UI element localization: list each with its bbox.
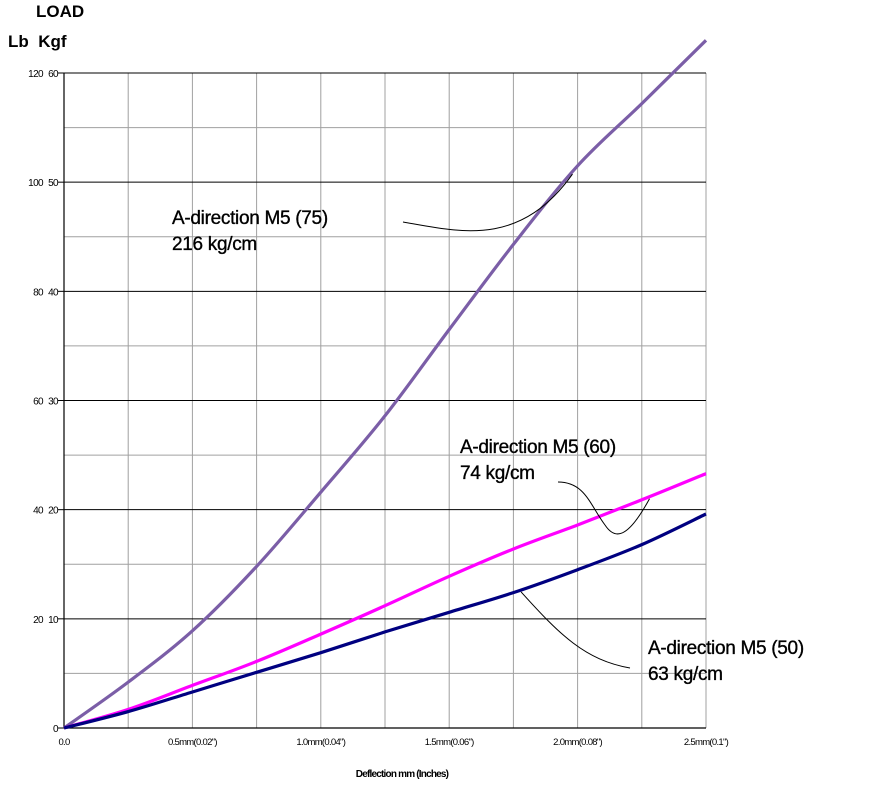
y-tick-lb: 40 <box>33 506 44 517</box>
x-tick-labels: 0.0 0.5mm(0.02") 1.0mm(0.04") 1.5mm(0.06") 2… <box>58 737 729 748</box>
annotation-60-title: A-direction M5 (60) <box>460 437 616 458</box>
x-tick-label: 1.0mm(0.04") <box>296 737 345 748</box>
leader-line-60 <box>557 481 650 535</box>
header-units: Lb Kgf <box>8 32 67 51</box>
annotation-50-rate: 63 kg/cm <box>648 664 723 685</box>
y-tick-lb: 20 <box>33 615 44 626</box>
x-tick-label: 2.0mm(0.08") <box>553 737 602 748</box>
leader-line-50 <box>520 591 631 669</box>
x-tick-label: 0.0 <box>58 737 70 748</box>
series-line-2 <box>63 472 707 730</box>
y-tick-kgf: 20 <box>48 506 59 517</box>
annotation-leaders <box>402 173 650 669</box>
y-tick-kgf: 50 <box>48 178 59 189</box>
y-tick-labels: 0 10 20 30 40 50 60 20 40 60 80 100 120 <box>28 69 64 735</box>
annotation-50-title: A-direction M5 (50) <box>648 638 804 659</box>
y-tick-kgf: 30 <box>48 397 59 408</box>
y-tick-lb: 60 <box>33 397 44 408</box>
y-tick-kgf: 40 <box>48 287 59 298</box>
y-tick-lb: 120 <box>28 69 44 80</box>
y-tick-kgf: 10 <box>48 615 59 626</box>
annotation-75-title: A-direction M5 (75) <box>172 208 328 229</box>
plot-grid <box>64 72 707 728</box>
x-tick-label: 1.5mm(0.06") <box>425 737 474 748</box>
x-axis-label: Deflection mm (Inches) <box>356 769 449 780</box>
header-load: LOAD <box>36 2 84 21</box>
x-tick-label: 0.5mm(0.02") <box>168 737 217 748</box>
y-tick-lb: 100 <box>28 178 44 189</box>
leader-line-75 <box>402 173 573 232</box>
y-tick-kgf: 60 <box>48 69 59 80</box>
series-line-1 <box>63 39 708 730</box>
y-tick-kgf: 0 <box>53 724 59 735</box>
annotation-75-rate: 216 kg/cm <box>172 234 257 255</box>
x-tick-label: 2.5mm(0.1") <box>684 737 729 748</box>
series-line-3 <box>63 512 707 730</box>
annotation-60-rate: 74 kg/cm <box>460 463 535 484</box>
data-series <box>63 39 708 730</box>
y-tick-lb: 80 <box>33 287 44 298</box>
